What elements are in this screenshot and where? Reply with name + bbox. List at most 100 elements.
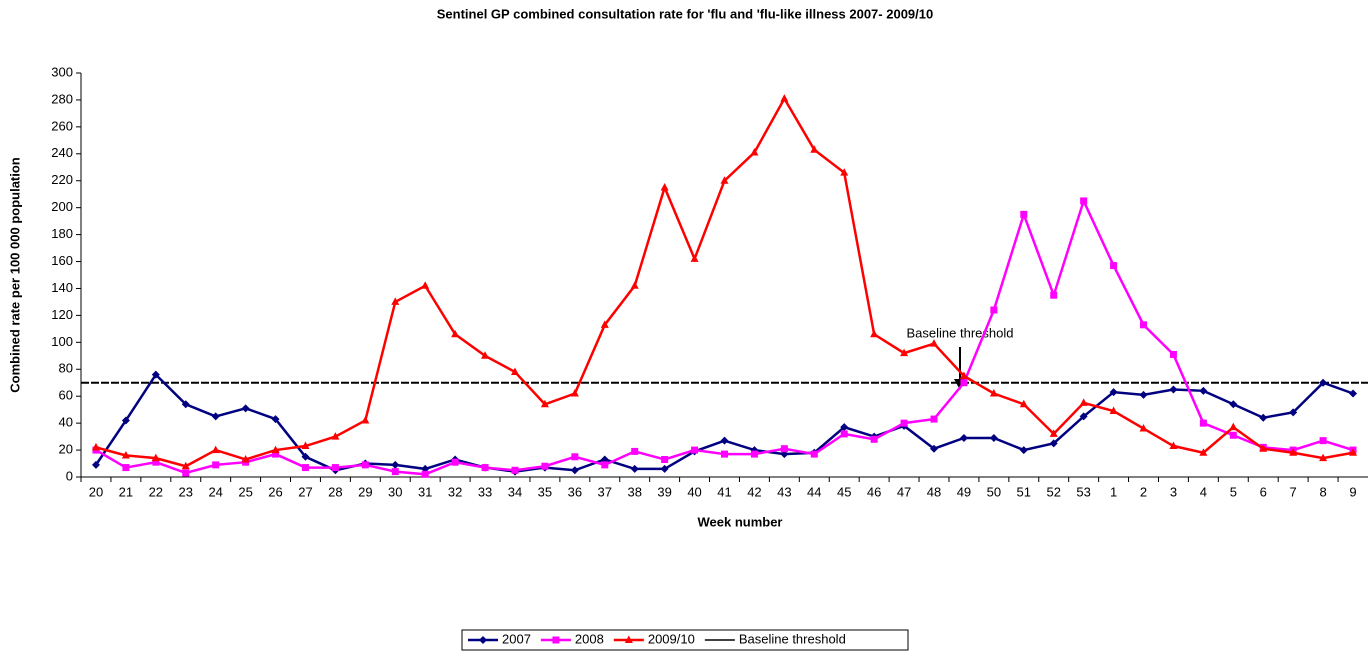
marker — [930, 444, 939, 453]
marker — [181, 400, 190, 409]
x-tick-label: 49 — [957, 484, 971, 499]
marker — [272, 450, 280, 458]
marker — [391, 468, 399, 476]
marker — [211, 445, 220, 454]
marker — [810, 450, 818, 458]
marker — [780, 94, 789, 102]
x-tick-label: 32 — [448, 484, 462, 499]
marker — [301, 464, 309, 472]
marker — [391, 297, 400, 305]
y-tick-label: 20 — [59, 442, 73, 457]
x-tick-label: 39 — [657, 484, 671, 499]
series-line — [95, 96, 1354, 468]
marker — [900, 348, 909, 357]
marker — [990, 306, 998, 314]
marker — [870, 435, 878, 443]
marker — [1319, 378, 1328, 387]
marker — [750, 450, 758, 458]
marker — [151, 370, 160, 379]
marker — [1079, 398, 1088, 406]
legend-label: Baseline threshold — [739, 631, 846, 646]
marker — [600, 320, 609, 328]
x-tick-label: 46 — [867, 484, 881, 499]
marker — [1019, 446, 1028, 455]
marker — [630, 281, 639, 289]
x-tick-label: 25 — [238, 484, 252, 499]
marker — [930, 415, 938, 423]
marker — [1019, 399, 1028, 408]
marker — [1050, 291, 1058, 299]
x-tick-label: 29 — [358, 484, 372, 499]
x-tick-label: 41 — [717, 484, 731, 499]
marker — [1139, 390, 1148, 399]
y-tick-label: 180 — [51, 226, 73, 241]
marker — [989, 389, 998, 397]
marker — [421, 470, 429, 478]
marker — [959, 433, 968, 442]
marker — [1289, 408, 1298, 417]
x-tick-label: 6 — [1260, 484, 1267, 499]
marker — [1349, 389, 1358, 398]
x-tick-label: 40 — [687, 484, 701, 499]
marker — [510, 367, 519, 375]
marker — [780, 445, 788, 453]
marker — [661, 455, 669, 463]
marker — [1289, 448, 1298, 456]
marker — [570, 466, 579, 475]
x-tick-label: 5 — [1230, 484, 1237, 499]
marker — [1199, 419, 1207, 427]
marker — [750, 147, 759, 156]
x-tick-label: 22 — [149, 484, 163, 499]
chart-title: Sentinel GP combined consultation rate f… — [437, 6, 933, 21]
x-tick-label: 8 — [1319, 484, 1326, 499]
marker — [720, 436, 729, 445]
x-tick-label: 45 — [837, 484, 851, 499]
y-tick-label: 40 — [59, 415, 73, 430]
marker — [121, 416, 130, 425]
marker — [181, 461, 190, 470]
y-tick-label: 60 — [59, 388, 73, 403]
marker — [1110, 262, 1118, 270]
marker — [989, 433, 998, 442]
legend-label: 2007 — [502, 631, 531, 646]
marker — [1109, 388, 1118, 397]
x-tick-label: 3 — [1170, 484, 1177, 499]
legend-label: 2008 — [575, 631, 604, 646]
marker — [391, 460, 400, 469]
y-tick-label: 120 — [51, 307, 73, 322]
marker — [541, 462, 549, 470]
x-tick-label: 34 — [508, 484, 522, 499]
marker — [212, 461, 220, 469]
x-tick-label: 27 — [298, 484, 312, 499]
marker — [271, 445, 280, 454]
x-tick-label: 38 — [627, 484, 641, 499]
y-tick-label: 100 — [51, 334, 73, 349]
marker — [630, 464, 639, 473]
marker — [479, 636, 487, 644]
y-tick-label: 0 — [66, 468, 73, 483]
marker — [1319, 437, 1327, 445]
marker — [301, 452, 310, 461]
marker — [1109, 406, 1118, 415]
marker — [182, 469, 190, 477]
marker — [840, 430, 848, 438]
x-tick-label: 50 — [987, 484, 1001, 499]
y-tick-label: 280 — [51, 91, 73, 106]
marker — [301, 441, 310, 450]
marker — [152, 458, 160, 466]
marker — [1140, 321, 1148, 329]
x-tick-label: 1 — [1110, 484, 1117, 499]
marker — [570, 389, 579, 397]
x-tick-label: 24 — [208, 484, 222, 499]
marker — [930, 339, 939, 347]
marker — [1169, 441, 1178, 450]
marker — [631, 447, 639, 455]
marker — [1259, 444, 1268, 452]
marker — [810, 145, 819, 153]
marker — [241, 454, 250, 463]
marker — [481, 351, 490, 359]
x-tick-label: 48 — [927, 484, 941, 499]
x-tick-label: 4 — [1200, 484, 1207, 499]
